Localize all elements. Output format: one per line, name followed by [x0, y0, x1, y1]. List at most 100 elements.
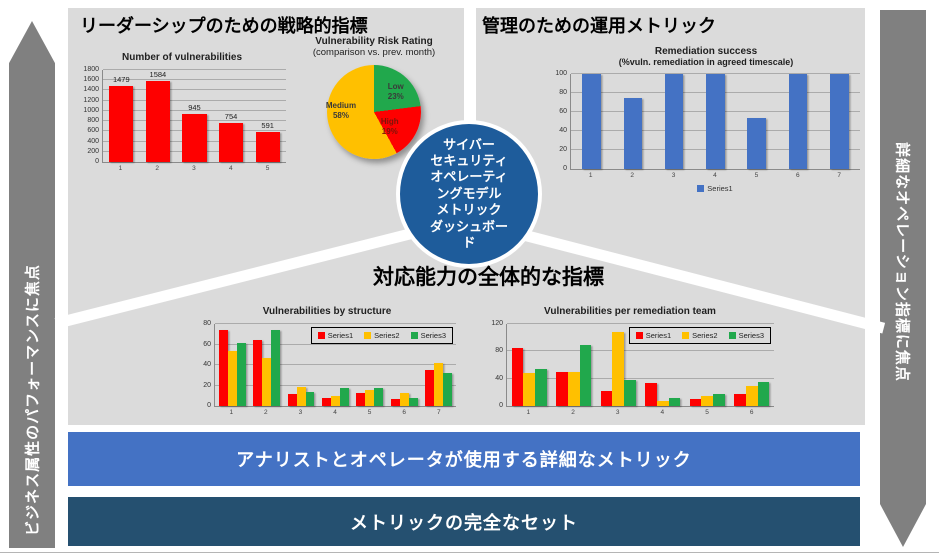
bar [664, 74, 684, 169]
chart-title: Vulnerabilities by structure [262, 306, 392, 317]
chart-title: Vulnerability Risk Rating [315, 36, 433, 47]
bar [399, 392, 409, 406]
x-tick-label: 7 [837, 172, 842, 179]
bar-group [284, 324, 318, 406]
legend-swatch [317, 332, 325, 339]
bar-group [387, 324, 421, 406]
panel-separator-vertical [464, 8, 476, 138]
down-arrow-shape: 詳細なオペレーション指標に焦点 [880, 10, 926, 547]
x-tick-label: 4 [660, 409, 665, 416]
bar [612, 332, 625, 406]
bar [624, 380, 636, 406]
bar [757, 382, 770, 406]
bar-group [507, 324, 552, 406]
legend-item: Series2 [364, 331, 400, 340]
bar: 1479 [109, 75, 134, 162]
x-tick-label: 2 [571, 409, 575, 416]
gridline [507, 323, 774, 324]
analyst-metrics-banner: アナリストとオペレータが使用する詳細なメトリック [68, 432, 860, 486]
bar [734, 394, 746, 406]
bar [668, 397, 681, 406]
chart-vulnerability-risk-rating: Vulnerability Risk Rating (comparison vs.… [288, 36, 460, 167]
circle-line: ダッシュボー [429, 218, 508, 234]
pie-wrap: Low 23% High 19% Medium 58% [288, 63, 460, 167]
bar-group [654, 74, 695, 169]
circle-line: ングモデル [436, 185, 502, 201]
up-arrow-shape: ビジネス属性のパフォーマンスに焦点 [9, 21, 55, 548]
circle-line: オペレーティ [430, 169, 508, 185]
bar [322, 397, 331, 406]
bar-data-label: 754 [224, 112, 238, 122]
gridline [103, 79, 286, 81]
bar-group [685, 324, 730, 406]
bar [706, 74, 725, 169]
bar-data-label: 1479 [112, 75, 130, 85]
bar: 591 [255, 121, 280, 162]
bar-group [318, 324, 352, 406]
legend-item: Series3 [410, 331, 446, 340]
legend-label: Series3 [420, 331, 446, 340]
chart-vulnerabilities-per-team: Vulnerabilities per remediation team 120 8… [486, 306, 774, 416]
bar-group: 945 [176, 70, 213, 162]
bar [443, 373, 453, 406]
x-axis-labels: 1 2 3 4 5 6 [506, 409, 774, 416]
gridline [215, 384, 456, 386]
y-axis: 100 80 60 40 20 0 [555, 70, 567, 172]
bar [331, 395, 340, 406]
chart-subtitle: (%vuln. remediation in agreed timescale) [618, 57, 794, 67]
bar [623, 97, 643, 169]
bar [271, 330, 281, 406]
x-tick-label: 1 [118, 165, 123, 172]
pie-slice-value: 58% [332, 111, 349, 121]
chart-body: 1800 1600 1400 1200 1000 800 600 400 200 0 1479 158… [78, 66, 286, 172]
pie-slice-value: 23% [387, 91, 404, 101]
leadership-panel-title: リーダーシップのための戦略的指標 [80, 16, 368, 36]
x-tick-label: 2 [630, 172, 634, 179]
legend-swatch [364, 332, 372, 339]
y-axis: 120 80 40 0 [491, 320, 503, 409]
x-tick-label: 5 [705, 409, 709, 416]
legend: Series1 [570, 184, 860, 193]
bar [713, 394, 725, 406]
bar [305, 391, 315, 406]
bar-group: 1479 [103, 70, 140, 162]
legend-swatch [682, 332, 690, 339]
x-tick-label: 2 [155, 165, 159, 172]
bar: 945 [182, 103, 207, 162]
bar [556, 371, 568, 406]
bar [523, 373, 536, 406]
bar-group [695, 74, 736, 169]
management-panel-title: 管理のための運用メトリック [482, 16, 716, 36]
chart-body: 80 60 40 20 0 Series1 Series2 Series3 1 2 3 4 5 6 7 [198, 320, 456, 416]
chart-body: 120 80 40 0 Series1 Series2 Series3 1 2 3 4 5 6 [486, 320, 774, 416]
bottom-hairline [0, 552, 939, 553]
plot-wrap: 1 2 3 4 5 6 7 Series1 [570, 73, 860, 193]
legend-item: Series2 [682, 331, 718, 340]
x-tick-label: 3 [671, 172, 676, 179]
right-arrow-label: 詳細なオペレーション指標に焦点 [893, 142, 911, 383]
bar [218, 330, 228, 406]
bar [356, 392, 366, 406]
plot-area: 1479 1584 945 754 591 [102, 69, 286, 163]
x-tick-label: 1 [588, 172, 593, 179]
bar-data-label: 591 [261, 120, 274, 130]
x-tick-label: 3 [298, 409, 303, 416]
center-circle: サイバー セキュリティ オペレーティ ングモデル メトリック ダッシュボー ド [396, 120, 542, 268]
gridline [507, 350, 774, 352]
bar [567, 371, 580, 406]
bar-group [641, 324, 686, 406]
bar-groups: 1479 1584 945 754 591 [103, 70, 286, 162]
plot-wrap: Series1 Series2 Series3 1 2 3 4 5 6 [506, 323, 774, 416]
x-tick-label: 3 [192, 165, 196, 172]
legend-swatch [728, 332, 736, 339]
bar [511, 347, 524, 406]
circle-line: ド [462, 234, 476, 250]
legend-swatch [697, 185, 705, 192]
pie-slice-name: Medium [325, 101, 357, 111]
chart-remediation-success: Remediation success (%vuln. remediation i… [552, 46, 860, 193]
x-tick-label: 5 [265, 165, 270, 172]
x-tick-label: 3 [615, 409, 620, 416]
pie-slice-label: Medium 58% [326, 101, 356, 121]
pie-graphic [327, 65, 421, 159]
